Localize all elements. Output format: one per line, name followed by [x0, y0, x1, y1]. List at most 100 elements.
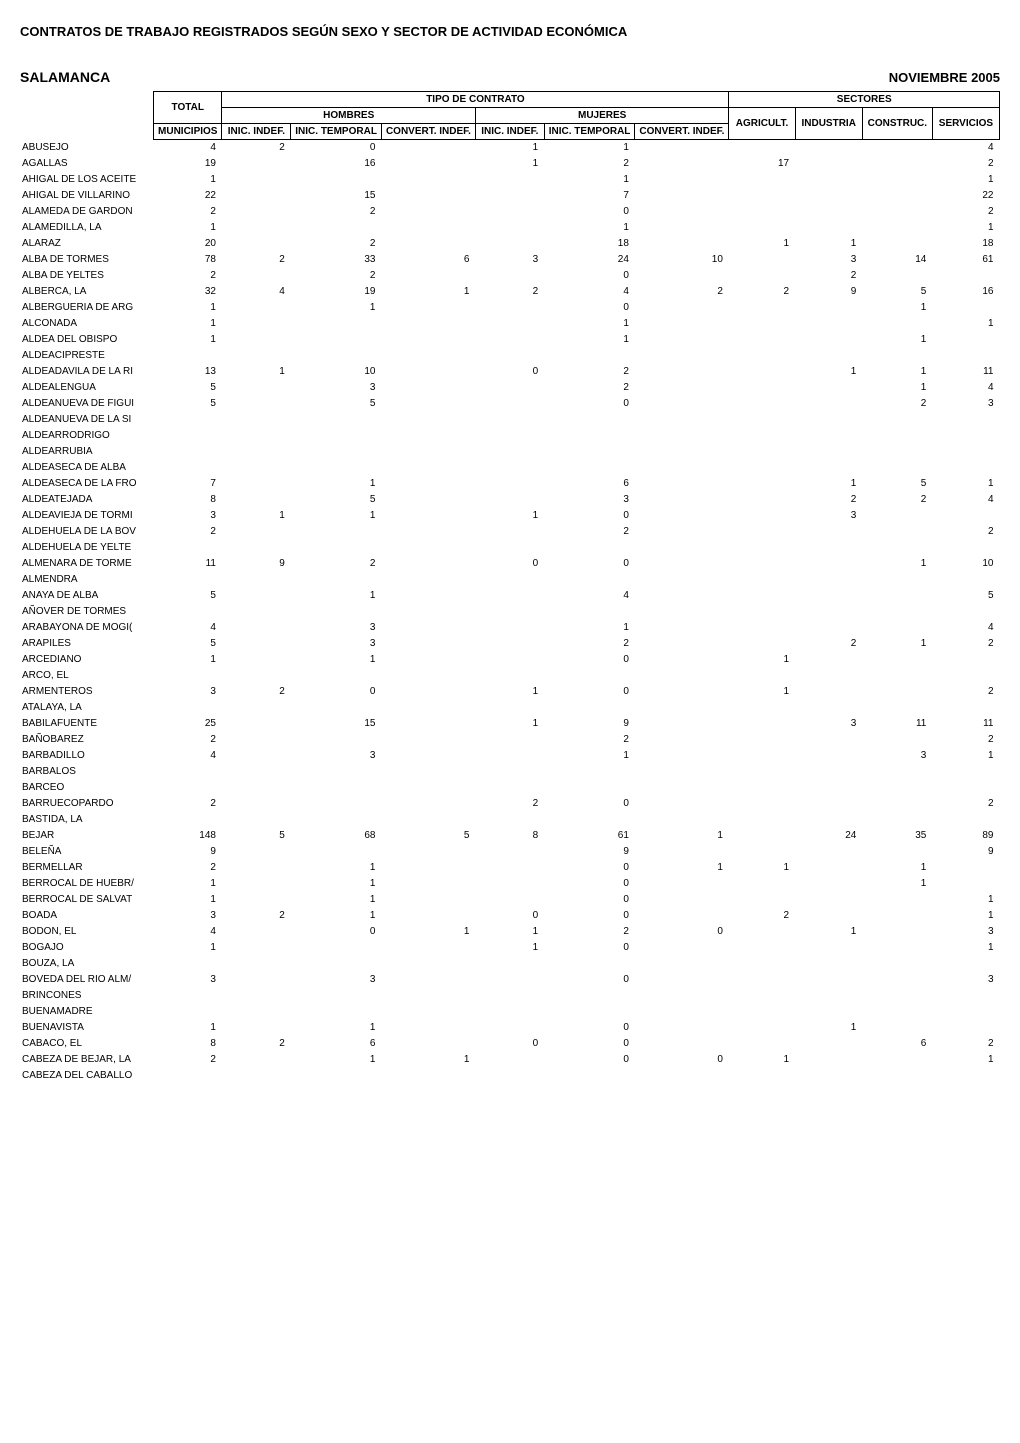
cell-value	[932, 540, 999, 556]
cell-value	[729, 940, 795, 956]
cell-value: 2	[932, 732, 999, 748]
table-row: BUENAVISTA1101	[20, 1020, 1000, 1036]
cell-value	[729, 828, 795, 844]
cell-value: 1	[795, 924, 862, 940]
cell-value: 22	[932, 188, 999, 204]
cell-value	[222, 716, 291, 732]
cell-value	[381, 844, 475, 860]
cell-value	[795, 876, 862, 892]
cell-value	[222, 460, 291, 476]
cell-value	[222, 844, 291, 860]
cell-value	[154, 572, 222, 588]
th-hombres: HOMBRES	[222, 108, 475, 124]
cell-value	[729, 460, 795, 476]
cell-value	[222, 812, 291, 828]
cell-value	[475, 428, 544, 444]
cell-value	[222, 636, 291, 652]
cell-value	[729, 636, 795, 652]
cell-value: 2	[544, 732, 635, 748]
cell-value	[729, 668, 795, 684]
cell-value	[862, 588, 932, 604]
cell-value	[222, 972, 291, 988]
table-row: ARCO, EL	[20, 668, 1000, 684]
cell-value	[862, 428, 932, 444]
cell-value	[635, 220, 729, 236]
cell-value	[291, 796, 382, 812]
cell-municipio: BUENAMADRE	[20, 1004, 154, 1020]
cell-value	[222, 172, 291, 188]
cell-value	[932, 1068, 999, 1084]
cell-value	[222, 652, 291, 668]
cell-value: 1	[795, 364, 862, 380]
cell-value: 1	[932, 748, 999, 764]
cell-value	[544, 812, 635, 828]
cell-value	[729, 972, 795, 988]
cell-value	[862, 188, 932, 204]
cell-municipio: BUENAVISTA	[20, 1020, 154, 1036]
cell-value: 1	[635, 860, 729, 876]
cell-value	[381, 524, 475, 540]
cell-value: 2	[154, 268, 222, 284]
cell-value	[222, 620, 291, 636]
cell-value	[222, 988, 291, 1004]
cell-value: 3	[544, 492, 635, 508]
cell-value	[381, 268, 475, 284]
cell-value	[291, 1068, 382, 1084]
cell-value: 2	[729, 284, 795, 300]
cell-municipio: BAÑOBAREZ	[20, 732, 154, 748]
cell-municipio: ALMENARA DE TORME	[20, 556, 154, 572]
cell-value	[795, 460, 862, 476]
cell-value	[862, 524, 932, 540]
cell-value	[862, 1004, 932, 1020]
cell-value	[729, 540, 795, 556]
cell-value	[862, 156, 932, 172]
cell-value	[635, 348, 729, 364]
cell-value: 3	[154, 684, 222, 700]
cell-value	[381, 348, 475, 364]
cell-value: 0	[544, 892, 635, 908]
cell-value	[381, 972, 475, 988]
cell-value	[795, 972, 862, 988]
cell-value	[291, 316, 382, 332]
cell-value	[381, 444, 475, 460]
th-construc: CONSTRUC.	[862, 108, 932, 140]
cell-value: 3	[932, 972, 999, 988]
cell-value: 15	[291, 188, 382, 204]
cell-value	[932, 700, 999, 716]
cell-value	[635, 188, 729, 204]
cell-value	[381, 156, 475, 172]
cell-value: 3	[795, 716, 862, 732]
table-row: ALBA DE YELTES2202	[20, 268, 1000, 284]
table-row: ALDEHUELA DE YELTE	[20, 540, 1000, 556]
cell-value	[635, 332, 729, 348]
cell-value: 1	[475, 156, 544, 172]
cell-value: 3	[291, 748, 382, 764]
cell-value	[291, 732, 382, 748]
cell-value	[795, 540, 862, 556]
cell-value: 0	[291, 140, 382, 156]
cell-value	[291, 460, 382, 476]
table-row: CABEZA DEL CABALLO	[20, 1068, 1000, 1084]
cell-value: 2	[862, 396, 932, 412]
cell-value: 3	[932, 924, 999, 940]
cell-value: 11	[862, 716, 932, 732]
cell-value	[862, 780, 932, 796]
cell-value: 1	[291, 1052, 382, 1068]
cell-value	[932, 268, 999, 284]
cell-value	[222, 876, 291, 892]
cell-municipio: CABACO, EL	[20, 1036, 154, 1052]
cell-value	[381, 1004, 475, 1020]
table-row: BERMELLAR210111	[20, 860, 1000, 876]
cell-value: 2	[635, 284, 729, 300]
cell-value: 0	[544, 972, 635, 988]
cell-value: 1	[291, 860, 382, 876]
cell-value: 1	[154, 876, 222, 892]
cell-value: 13	[154, 364, 222, 380]
cell-value	[862, 316, 932, 332]
cell-value	[381, 956, 475, 972]
cell-value: 4	[222, 284, 291, 300]
cell-value	[222, 764, 291, 780]
cell-municipio: ARCEDIANO	[20, 652, 154, 668]
cell-municipio: ALDEACIPRESTE	[20, 348, 154, 364]
cell-value	[381, 204, 475, 220]
